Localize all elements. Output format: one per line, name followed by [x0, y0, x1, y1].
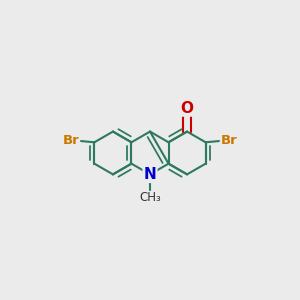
Text: Br: Br	[62, 134, 79, 147]
Text: CH₃: CH₃	[139, 191, 161, 204]
Text: N: N	[144, 167, 156, 182]
Text: Br: Br	[221, 134, 238, 147]
Text: O: O	[181, 100, 194, 116]
